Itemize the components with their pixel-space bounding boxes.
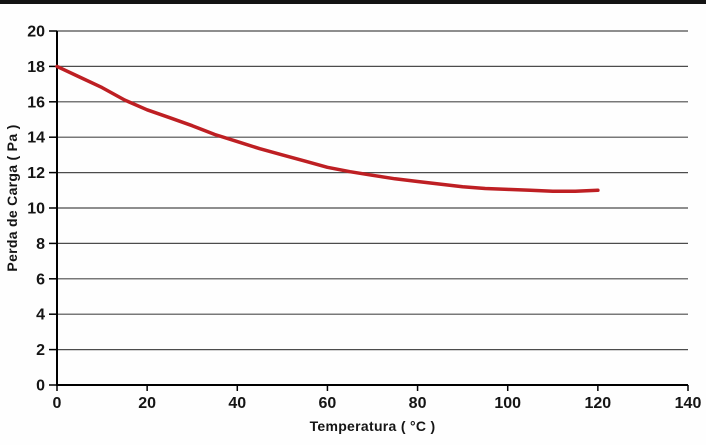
x-tick-label: 0 bbox=[53, 395, 62, 412]
y-tick-label: 14 bbox=[27, 130, 45, 147]
y-tick-label: 20 bbox=[27, 24, 45, 41]
x-tick-label: 40 bbox=[228, 395, 246, 412]
data-series-line bbox=[55, 64, 600, 193]
y-tick-label: 12 bbox=[27, 165, 45, 182]
x-tick-label: 60 bbox=[319, 395, 337, 412]
y-tick-label: 16 bbox=[27, 94, 45, 111]
y-tick-label: 8 bbox=[36, 236, 45, 253]
y-tick-label: 10 bbox=[27, 201, 45, 218]
x-tick-label: 20 bbox=[138, 395, 156, 412]
x-tick-label: 80 bbox=[409, 395, 427, 412]
x-tick-label: 100 bbox=[494, 395, 521, 412]
x-axis-title: Temperatura ( °C ) bbox=[309, 418, 436, 434]
y-tick-label: 2 bbox=[36, 342, 45, 359]
top-border-line bbox=[0, 0, 706, 4]
y-tick-label: 18 bbox=[27, 59, 45, 76]
y-tick-label: 0 bbox=[36, 378, 45, 395]
x-tick-label: 120 bbox=[585, 395, 612, 412]
y-tick-label: 6 bbox=[36, 271, 45, 288]
x-tick-label: 140 bbox=[675, 395, 702, 412]
y-axis-title: Perda de Carga ( Pa ) bbox=[4, 124, 20, 272]
y-tick-label: 4 bbox=[36, 307, 45, 324]
